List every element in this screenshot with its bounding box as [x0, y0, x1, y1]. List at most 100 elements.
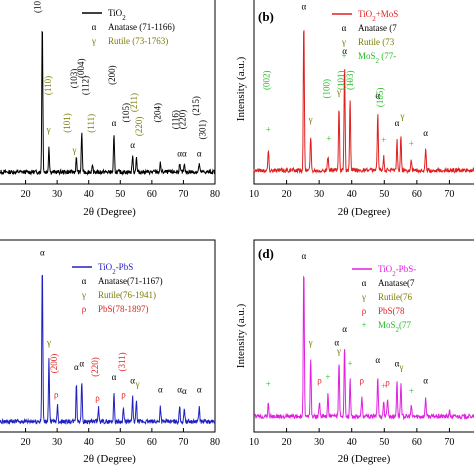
legend-symbol: α	[82, 276, 87, 286]
plot-frame	[253, 239, 474, 433]
peak-label: α	[74, 362, 79, 372]
peak-label: α	[130, 376, 135, 386]
series-line-1	[0, 274, 216, 426]
peak-label: ρ	[385, 377, 390, 387]
x-tick-label: 40	[84, 437, 94, 448]
legend-entry: TiO2-PbS	[98, 262, 133, 276]
legend-entry: Rutile(76-1941)	[98, 290, 156, 300]
peak-label: (101)	[33, 0, 43, 13]
legend-entry: MoS2(77	[378, 320, 412, 334]
panel-letter: (d)	[258, 246, 274, 261]
plot-frame	[0, 0, 216, 185]
legend-entry: PbS(78	[378, 306, 405, 316]
peak-label: α	[334, 338, 339, 348]
x-tick-label: 10	[249, 437, 259, 448]
x-tick-label: 60	[412, 189, 422, 200]
legend-symbol: +	[341, 51, 346, 61]
legend-entry: Rutile (73-1763)	[108, 36, 168, 46]
peak-label: γ	[308, 114, 313, 124]
peak-label: α	[342, 46, 347, 56]
legend-entry: PbS(78-1897)	[98, 304, 149, 314]
peak-label: γ	[308, 338, 313, 348]
peak-label: α	[395, 118, 400, 128]
peak-label: ρ	[360, 376, 365, 386]
peak-label: ρ	[95, 393, 100, 403]
peak-label: α	[301, 2, 306, 12]
peak-label: α	[182, 149, 187, 159]
legend-entry: TiO2+MoS	[358, 9, 398, 23]
peak-label: γ	[336, 87, 341, 97]
peak-label: (215)	[191, 96, 201, 116]
peak-label: α	[177, 149, 182, 159]
legend-symbol: γ	[361, 292, 366, 302]
peak-label: α	[177, 384, 182, 394]
peak-label: (101)	[336, 70, 346, 90]
peak-label: (100)	[322, 79, 332, 99]
x-tick-label: 20	[21, 189, 31, 200]
legend-entry: TiO2-PbS-	[378, 264, 416, 278]
x-tick-label: 40	[347, 437, 357, 448]
peak-label: α	[423, 128, 428, 138]
peak-label: (111)	[86, 114, 96, 133]
peak-label: (116)	[170, 110, 180, 129]
series-line-1	[253, 30, 474, 175]
peak-label: α	[130, 140, 135, 150]
panel-2: 10203040506070802θ (Degree)Intensity (a.…	[235, 0, 474, 218]
x-tick-label: 30	[314, 189, 324, 200]
x-tick-label: 70	[178, 189, 188, 200]
peak-label: (112)	[81, 76, 91, 95]
x-tick-label: 30	[314, 437, 324, 448]
peak-label: α	[182, 386, 187, 396]
peak-label: (220)	[177, 110, 187, 130]
legend-symbol: ρ	[362, 306, 367, 316]
panel-letter: (b)	[258, 9, 274, 24]
peak-label: +	[348, 358, 353, 368]
peak-label: α	[197, 384, 202, 394]
legend-symbol: γ	[91, 36, 96, 46]
peak-label: α	[40, 248, 45, 258]
panel-4: 10203040506070802θ (Degree)Intensity (a.…	[235, 239, 474, 465]
legend-entry: Anatase(71-1167)	[98, 276, 163, 286]
peak-label: (311)	[117, 352, 127, 371]
peak-label: +	[348, 77, 353, 87]
panel-1: 10203040506070802θ (Degree)(101)(110)γ(1…	[0, 0, 220, 218]
legend-entry: Anatase (7	[358, 23, 397, 33]
legend-symbol: γ	[341, 37, 346, 47]
peak-label: α	[301, 251, 306, 261]
peak-label: (204)	[153, 103, 163, 123]
legend-entry: MoS2 (77-	[358, 51, 396, 65]
x-tick-label: 20	[282, 189, 292, 200]
x-tick-label: 80	[210, 437, 220, 448]
x-tick-label: 50	[115, 189, 125, 200]
peak-label: α	[395, 358, 400, 368]
peak-label: ρ	[54, 389, 59, 399]
series-line-1	[253, 275, 474, 421]
plot-frame	[0, 239, 216, 433]
x-tick-label: 40	[347, 189, 357, 200]
peak-label: (103)	[69, 69, 79, 89]
x-tick-label: 50	[379, 189, 389, 200]
series-line-1	[0, 30, 216, 176]
peak-label: (101)	[62, 113, 72, 133]
x-tick-label: 60	[147, 437, 157, 448]
x-tick-label: 10	[249, 189, 259, 200]
peak-label: γ	[72, 145, 77, 155]
x-tick-label: 70	[178, 437, 188, 448]
x-tick-label: 40	[84, 189, 94, 200]
x-tick-label: 20	[21, 437, 31, 448]
y-axis-title: Intensity (a.u.)	[235, 303, 247, 368]
x-tick-label: 30	[52, 437, 62, 448]
x-tick-label: 70	[444, 437, 454, 448]
legend-symbol: α	[92, 22, 97, 32]
peak-label: +	[266, 379, 271, 389]
peak-label: ρ	[121, 389, 126, 399]
x-axis-title: 2θ (Degree)	[83, 453, 136, 465]
peak-label: γ	[135, 379, 140, 389]
peak-label: (103)	[345, 70, 355, 90]
x-tick-label: 70	[444, 189, 454, 200]
legend-symbol: +	[361, 320, 366, 330]
y-axis-title: Intensity (a.u.)	[235, 56, 247, 121]
peak-label: +	[381, 135, 386, 145]
x-tick-label: 30	[52, 189, 62, 200]
